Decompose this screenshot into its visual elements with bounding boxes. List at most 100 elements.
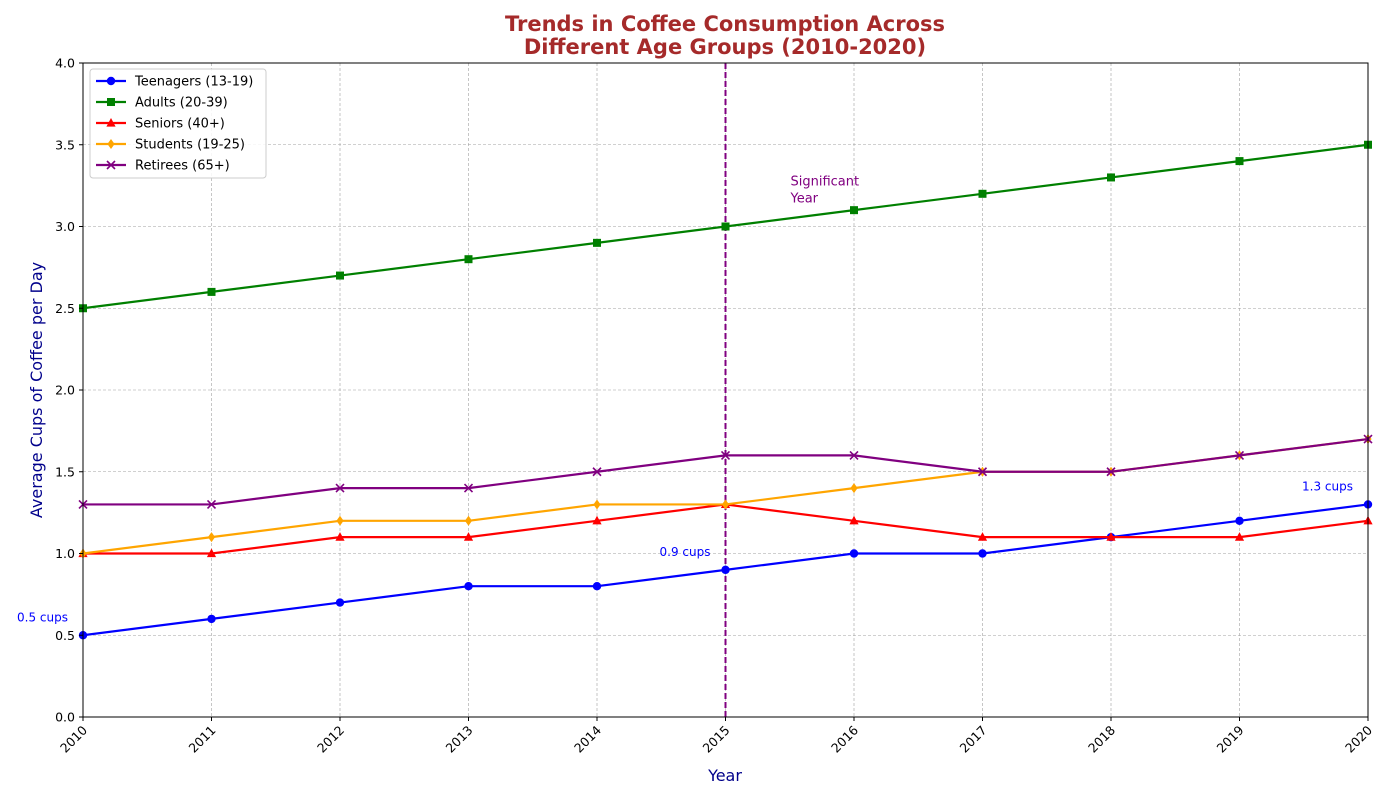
data-point-x bbox=[463, 483, 474, 493]
y-axis-label: Average Cups of Coffee per Day bbox=[27, 262, 46, 518]
data-point-diamond bbox=[721, 499, 730, 510]
data-point-triangle bbox=[1106, 532, 1116, 541]
x-marker-stroke bbox=[1234, 450, 1245, 460]
y-tick-label: 3.5 bbox=[55, 137, 75, 152]
data-point-diamond bbox=[207, 532, 216, 543]
y-tick-label: 4.0 bbox=[55, 56, 75, 71]
data-point-triangle bbox=[335, 532, 345, 541]
data-point-square bbox=[1235, 157, 1244, 166]
data-point-x bbox=[106, 160, 116, 170]
legend-label: Students (19-25) bbox=[135, 138, 245, 153]
data-point-circle bbox=[207, 614, 216, 624]
data-point-circle bbox=[721, 565, 730, 575]
data-point-circle bbox=[464, 582, 473, 591]
x-marker-stroke bbox=[106, 160, 116, 170]
legend-item-seniors-40: Seniors (40+) bbox=[96, 117, 225, 132]
x-tick-label: 2013 bbox=[443, 723, 476, 756]
significant-year-label-line: Year bbox=[790, 192, 819, 207]
data-point-x bbox=[1234, 450, 1245, 460]
data-point-x bbox=[1106, 467, 1116, 477]
data-point-circle bbox=[849, 549, 859, 558]
x-tick-label: 2014 bbox=[571, 722, 604, 755]
x-marker-stroke bbox=[720, 450, 731, 460]
data-point-square bbox=[978, 189, 987, 198]
x-marker-stroke bbox=[1106, 467, 1116, 477]
legend-label: Adults (20-39) bbox=[135, 96, 228, 111]
data-point-diamond bbox=[107, 139, 115, 149]
data-point-x bbox=[335, 483, 345, 493]
legend-box bbox=[89, 68, 267, 179]
y-tick-label: 3.0 bbox=[55, 219, 75, 234]
y-tick-label: 0.0 bbox=[55, 710, 75, 725]
data-point-triangle bbox=[592, 515, 602, 525]
x-tick-label: 2012 bbox=[314, 723, 347, 756]
data-point-diamond bbox=[336, 515, 344, 526]
x-tick-label: 2019 bbox=[1214, 722, 1247, 755]
data-point-square bbox=[721, 222, 730, 231]
x-tick-label: 2016 bbox=[828, 722, 861, 755]
data-point-square bbox=[207, 287, 216, 296]
x-marker-stroke bbox=[463, 483, 474, 493]
data-point-triangle bbox=[849, 515, 859, 525]
data-point-square bbox=[850, 206, 858, 215]
legend-item-retirees-65: Retirees (65+) bbox=[96, 159, 230, 174]
data-point-square bbox=[107, 98, 115, 106]
data-annotation: 0.5 cups bbox=[17, 610, 68, 624]
significant-year-label: Significant Year bbox=[790, 175, 860, 207]
data-point-x bbox=[977, 467, 988, 477]
data-point-diamond bbox=[850, 483, 858, 494]
legend-label: Retirees (65+) bbox=[135, 159, 230, 174]
data-point-triangle bbox=[206, 548, 217, 558]
legend-item-students-19-25: Students (19-25) bbox=[96, 138, 245, 153]
data-point-x bbox=[592, 467, 602, 477]
data-point-triangle bbox=[106, 118, 116, 127]
data-point-x bbox=[206, 499, 217, 510]
data-point-circle bbox=[106, 76, 116, 86]
legend-item-adults-20-39: Adults (20-39) bbox=[96, 96, 228, 111]
x-tick-label: 2020 bbox=[1342, 722, 1375, 755]
data-point-diamond bbox=[464, 515, 473, 526]
data-point-square bbox=[336, 271, 344, 280]
data-point-square bbox=[593, 238, 601, 247]
y-tick-label: 1.5 bbox=[55, 464, 75, 479]
data-point-triangle bbox=[463, 532, 474, 541]
data-point-triangle bbox=[1234, 532, 1245, 541]
x-marker-stroke bbox=[849, 450, 859, 460]
data-annotation: 1.3 cups bbox=[1302, 479, 1353, 493]
legend-item-teenagers-13-19: Teenagers (13-19) bbox=[96, 75, 253, 90]
data-point-circle bbox=[335, 598, 345, 607]
series-retirees-65 bbox=[78, 434, 1373, 510]
x-marker-stroke bbox=[206, 499, 217, 510]
x-marker-stroke bbox=[592, 467, 602, 477]
y-tick-label: 2.0 bbox=[55, 383, 75, 398]
y-tick-label: 0.5 bbox=[55, 628, 75, 643]
significant-year-label-line: Significant bbox=[791, 175, 860, 190]
x-marker-stroke bbox=[335, 483, 345, 493]
chart-title-line-1: Trends in Coffee Consumption Across bbox=[505, 12, 945, 36]
x-tick-label: 2010 bbox=[57, 722, 90, 755]
legend-label: Seniors (40+) bbox=[135, 117, 225, 132]
legend: Teenagers (13-19) Adults (20-39) Seniors (… bbox=[89, 68, 267, 179]
x-tick-label: 2017 bbox=[957, 723, 990, 756]
data-point-x bbox=[720, 450, 731, 460]
y-tick-label: 2.5 bbox=[55, 301, 75, 316]
data-point-circle bbox=[978, 549, 987, 558]
data-point-circle bbox=[1235, 516, 1244, 525]
x-tick-label: 2018 bbox=[1085, 722, 1118, 755]
data-point-triangle bbox=[977, 532, 988, 541]
x-marker-stroke bbox=[977, 467, 988, 477]
y-tick-label: 1.0 bbox=[55, 546, 75, 561]
data-annotation: 0.9 cups bbox=[660, 545, 711, 559]
data-point-square bbox=[1107, 173, 1115, 182]
data-point-x bbox=[849, 450, 859, 460]
chart-title-line-2: Different Age Groups (2010-2020) bbox=[524, 35, 926, 59]
data-point-circle bbox=[592, 582, 602, 591]
x-axis-label: Year bbox=[707, 766, 742, 785]
x-tick-label: 2015 bbox=[700, 723, 733, 756]
data-point-square bbox=[464, 255, 473, 264]
legend-label: Teenagers (13-19) bbox=[134, 75, 253, 90]
x-tick-label: 2011 bbox=[186, 723, 219, 756]
data-point-diamond bbox=[593, 499, 601, 510]
